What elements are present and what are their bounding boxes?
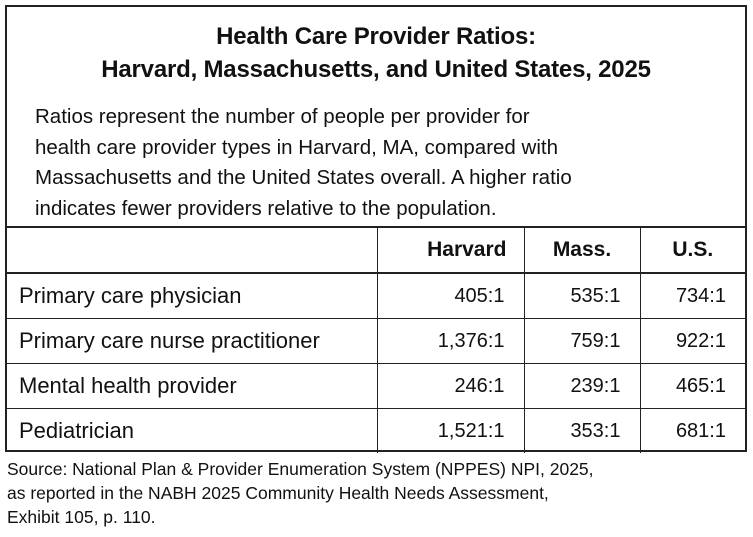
source-note: Source: National Plan & Provider Enumera…	[7, 457, 747, 529]
title-line: Harvard, Massachusetts, and United State…	[101, 56, 651, 83]
ratio-table-panel: Health Care Provider Ratios: Harvard, Ma…	[5, 5, 747, 453]
mass-ratio-cell: 759:1	[523, 318, 641, 364]
mass-ratio-cell: 353:1	[523, 408, 641, 453]
description-line: Massachusetts and the United States over…	[35, 166, 572, 189]
description-line: health care provider types in Harvard, M…	[35, 135, 558, 159]
source-line: Exhibit 105, p. 110.	[7, 507, 156, 527]
title-line: Health Care Provider Ratios:	[216, 23, 536, 50]
header-harvard: Harvard	[376, 226, 525, 273]
provider-type-cell: Primary care physician	[7, 272, 378, 319]
description-line: Ratios represent the number of people pe…	[35, 105, 530, 128]
us-ratio-cell: 465:1	[639, 363, 745, 409]
us-ratio-cell: 734:1	[639, 272, 745, 319]
table-row: Pediatrician 1,521:1 353:1 681:1	[7, 408, 745, 453]
header-provider-type	[7, 226, 378, 273]
provider-type-cell: Pediatrician	[7, 408, 378, 453]
provider-type-cell: Primary care nurse practitioner	[7, 318, 378, 364]
mass-ratio-cell: 239:1	[523, 363, 641, 409]
source-line: as reported in the NABH 2025 Community H…	[7, 483, 549, 503]
header-mass: Mass.	[523, 226, 641, 273]
provider-type-cell: Mental health provider	[7, 363, 378, 409]
mass-ratio-cell: 535:1	[523, 272, 641, 319]
table-row: Primary care physician 405:1 535:1 734:1	[7, 272, 745, 319]
description: Ratios represent the number of people pe…	[35, 102, 735, 224]
description-line: indicates fewer providers relative to th…	[35, 196, 497, 220]
us-ratio-cell: 922:1	[639, 318, 745, 364]
harvard-ratio-cell: 405:1	[376, 272, 525, 319]
header-us: U.S.	[639, 226, 745, 273]
provider-ratio-table: Harvard Mass. U.S. Primary care physicia…	[7, 226, 745, 453]
table-row: Mental health provider 246:1 239:1 465:1	[7, 363, 745, 409]
us-ratio-cell: 681:1	[639, 408, 745, 453]
harvard-ratio-cell: 1,521:1	[376, 408, 525, 453]
harvard-ratio-cell: 246:1	[376, 363, 525, 409]
table-row: Primary care nurse practitioner 1,376:1 …	[7, 318, 745, 364]
source-line: Source: National Plan & Provider Enumera…	[7, 459, 594, 479]
table-header-row: Harvard Mass. U.S.	[7, 226, 745, 273]
harvard-ratio-cell: 1,376:1	[376, 318, 525, 364]
page-title: Health Care Provider Ratios: Harvard, Ma…	[7, 20, 745, 86]
